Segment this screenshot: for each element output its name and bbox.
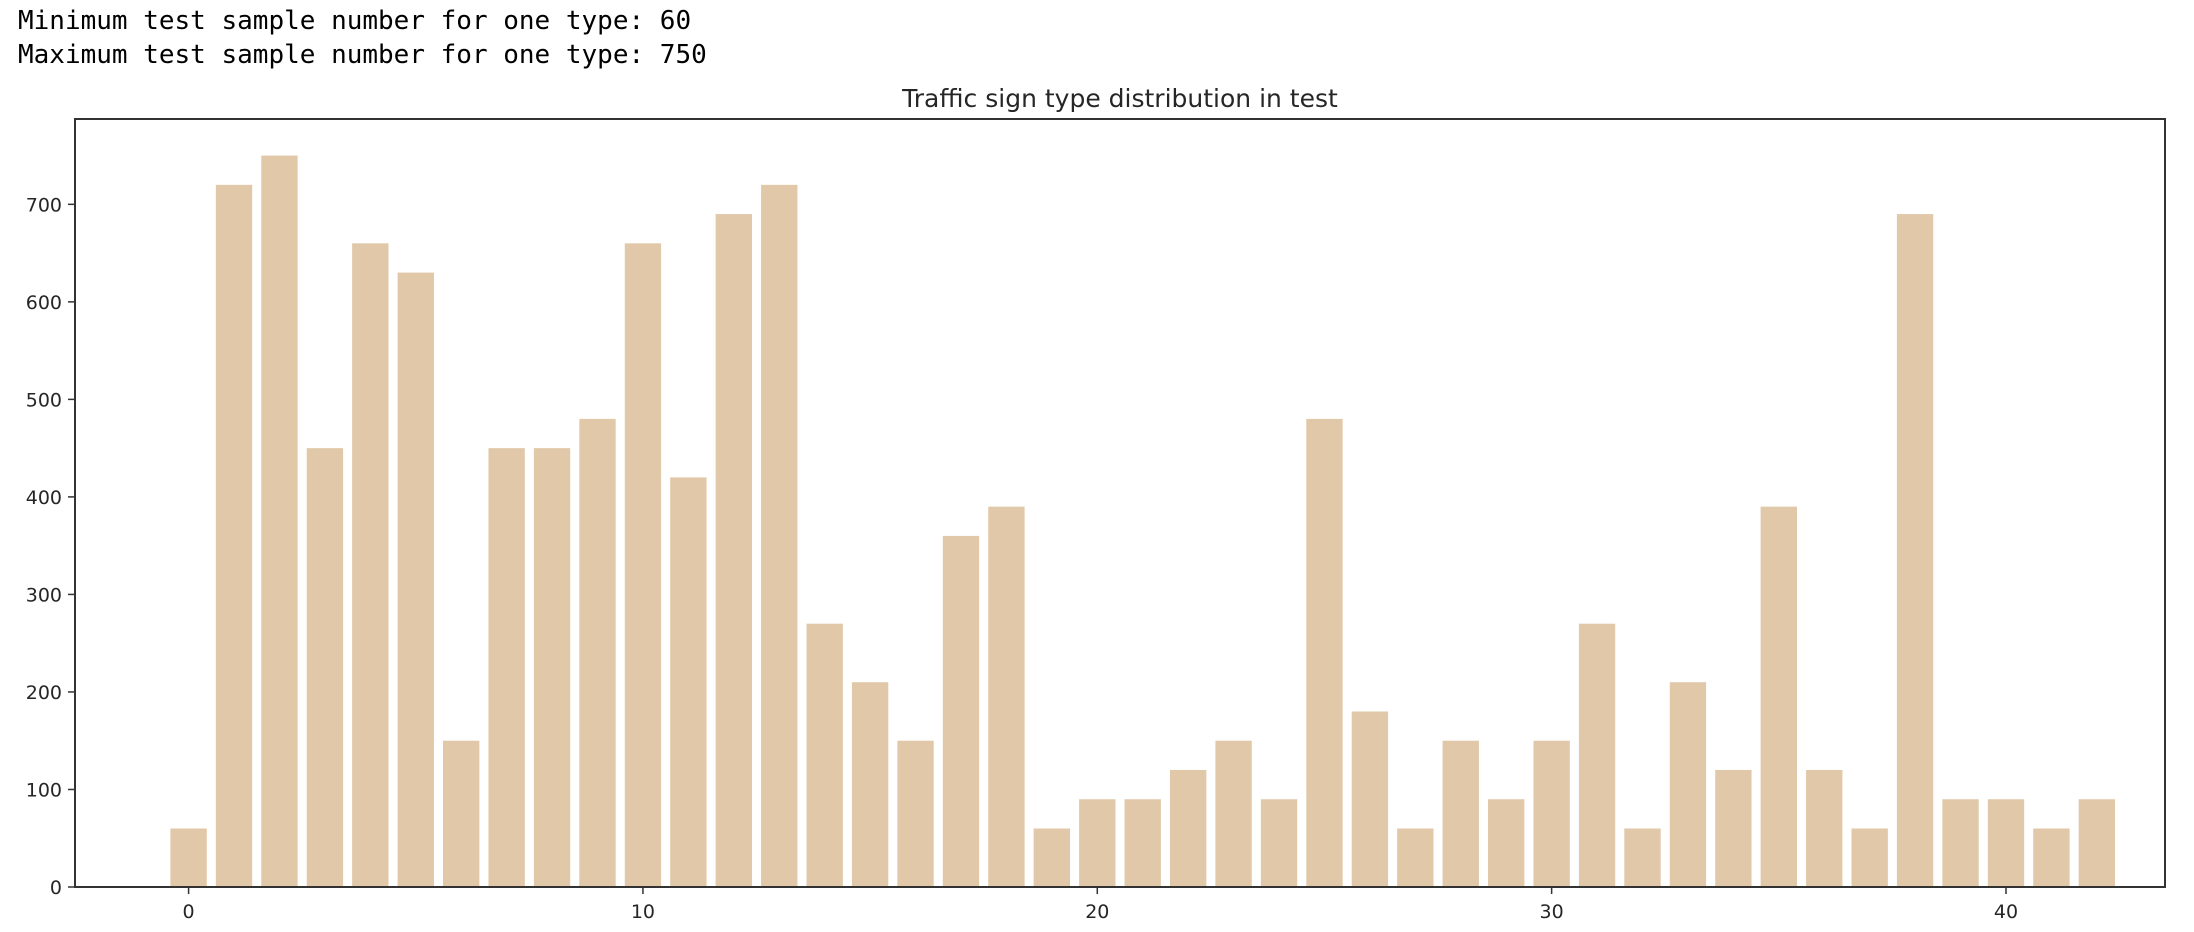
bar-32 [1624, 828, 1661, 887]
bar-26 [1351, 711, 1389, 887]
bar-4 [352, 243, 389, 888]
bar-18 [988, 506, 1025, 887]
y-tick-label-600: 600 [26, 292, 62, 314]
bar-5 [397, 272, 434, 888]
bar-28 [1442, 740, 1479, 887]
bar-29 [1488, 799, 1525, 887]
x-tick-label-0: 0 [183, 901, 195, 923]
bar-13 [761, 184, 798, 887]
y-tick-label-400: 400 [26, 487, 62, 509]
bar-17 [942, 535, 980, 887]
y-axis: 0 100 200 300 400 500 600 700 [26, 194, 75, 899]
bar-11 [670, 477, 707, 887]
min-sample-text: Minimum test sample number for one type:… [18, 6, 692, 36]
bar-31 [1578, 623, 1616, 887]
bar-22 [1169, 769, 1207, 887]
y-tick-label-100: 100 [26, 779, 62, 801]
x-tick-label-40: 40 [1994, 901, 2018, 923]
bar-41 [2033, 828, 2070, 887]
bar-30 [1533, 740, 1570, 887]
bar-27 [1397, 828, 1434, 887]
bar-15 [851, 682, 889, 887]
plot-frame [74, 118, 2166, 888]
bar-33 [1669, 682, 1707, 887]
bar-40 [1987, 799, 2025, 887]
bar-20 [1079, 799, 1116, 887]
bar-1 [215, 184, 253, 887]
bar-10 [624, 243, 662, 888]
bar-39 [1942, 799, 1979, 887]
bar-12 [715, 214, 752, 888]
bar-24 [1260, 799, 1298, 887]
bar-9 [579, 418, 616, 887]
bar-8 [533, 448, 571, 887]
bar-16 [897, 740, 934, 887]
bar-23 [1215, 740, 1252, 887]
bar-36 [1806, 769, 1843, 887]
y-tick-label-200: 200 [26, 682, 62, 704]
bar-37 [1851, 828, 1888, 887]
bar-34 [1715, 769, 1752, 887]
bar-38 [1896, 214, 1934, 888]
y-tick-label-0: 0 [50, 877, 62, 899]
bar-3 [306, 448, 344, 887]
y-tick-label-500: 500 [26, 389, 62, 411]
x-axis: 0 10 20 30 40 [183, 887, 2018, 923]
bar-0 [170, 828, 207, 887]
y-tick-label-700: 700 [26, 194, 62, 216]
x-tick-label-20: 20 [1085, 901, 1109, 923]
x-tick-label-10: 10 [631, 901, 655, 923]
bar-6 [443, 740, 480, 887]
max-sample-text: Maximum test sample number for one type:… [18, 40, 707, 70]
bar-21 [1124, 799, 1161, 887]
y-tick-label-300: 300 [26, 584, 62, 606]
bars-group [170, 155, 2116, 888]
x-tick-label-30: 30 [1540, 901, 1564, 923]
stdout-output: Minimum test sample number for one type:… [18, 4, 707, 72]
bar-42 [2078, 799, 2116, 887]
bar-19 [1033, 828, 1071, 887]
chart-title: Traffic sign type distribution in test [901, 84, 1338, 113]
bar-25 [1306, 418, 1343, 887]
bar-2 [261, 155, 298, 887]
bar-7 [488, 448, 525, 887]
bar-14 [806, 623, 843, 887]
bar-35 [1760, 506, 1797, 887]
